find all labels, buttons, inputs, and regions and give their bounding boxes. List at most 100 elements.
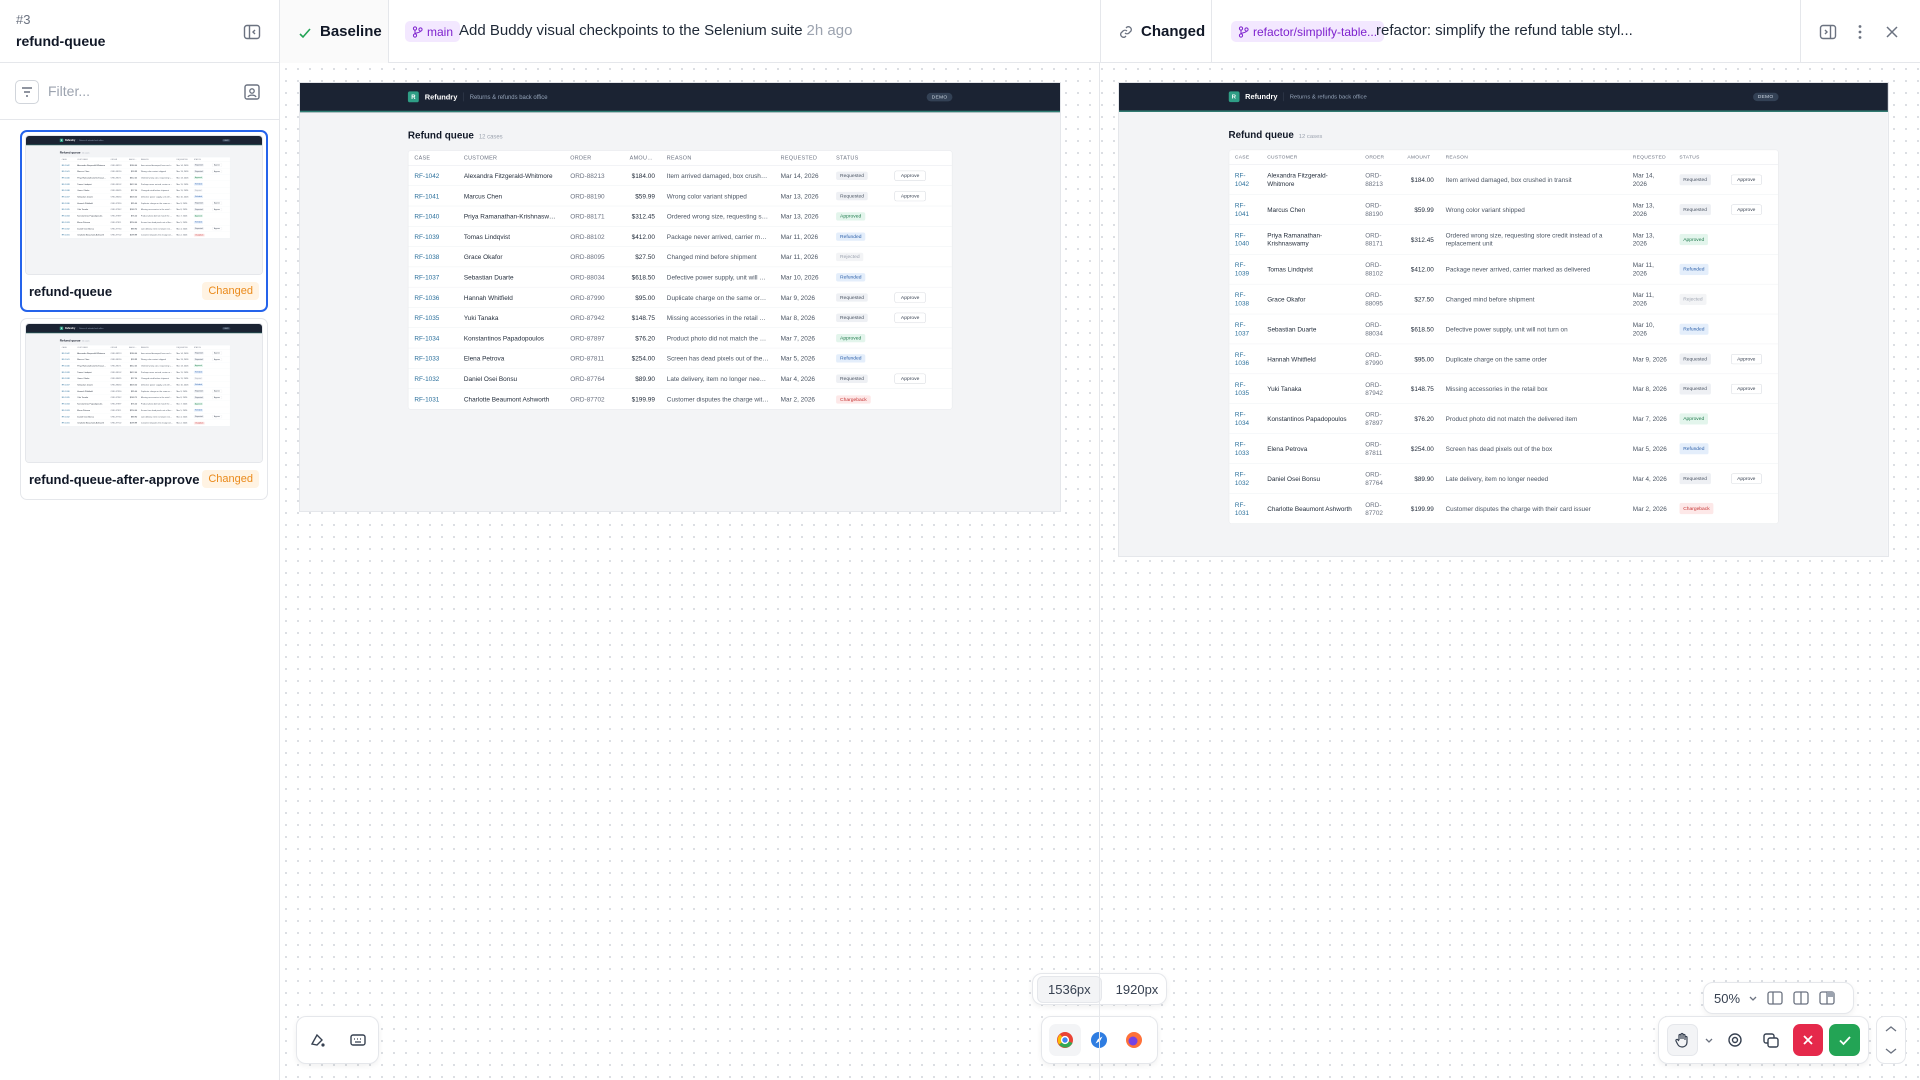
amount: $59.99: [1414, 205, 1434, 214]
status-cell: Approved: [192, 176, 210, 180]
reason: Product photo did not match the delivere…: [1445, 414, 1578, 423]
snapshot-card[interactable]: R Refundry Returns & refunds back office DE…: [20, 130, 268, 312]
table-row: RF-1035 Yuki Tanaka ORD-87942 $148.75 Missin…: [59, 206, 231, 213]
table-row: RF-1032 Daniel Osei Bonsu ORD-87764 $89.90 L…: [1229, 464, 1778, 494]
snapshot-card[interactable]: R Refundry Returns & refunds back office DE…: [20, 318, 268, 500]
customer: Daniel Osei Bonsu: [77, 227, 94, 230]
customer: Yuki Tanaka: [463, 313, 499, 322]
customer: Grace Okafor: [77, 189, 90, 192]
status-cell: Requested: [1673, 383, 1724, 395]
snapshot-thumbnail: R Refundry Returns & refunds back office DE…: [25, 323, 263, 463]
chrome[interactable]: [1049, 1024, 1082, 1056]
approve-button[interactable]: Approve: [894, 190, 926, 202]
collapse-sidebar[interactable]: [243, 23, 261, 41]
approve-button[interactable]: Approve: [212, 414, 222, 419]
demo-badge: DEMO: [222, 139, 231, 142]
column-header: AMOUNT: [129, 346, 138, 349]
approve-button[interactable]: Approve: [212, 163, 222, 167]
tool-menu[interactable]: [1704, 1035, 1714, 1045]
approve-button[interactable]: Approve: [894, 373, 926, 384]
page-heading: Refund queue 12 cases: [60, 339, 231, 343]
pan-tool[interactable]: [1667, 1024, 1698, 1056]
filter-options[interactable]: [243, 83, 261, 101]
status-badge: Requested: [193, 396, 204, 399]
customer: Hannah Whitfield: [77, 389, 93, 393]
table-row: RF-1038 Grace Okafor ORD-88095 $27.50 Change…: [59, 375, 231, 382]
status-badge: Requested: [836, 171, 868, 181]
case-count: 12 cases: [478, 132, 503, 140]
amount: $312.45: [129, 176, 138, 179]
customer: Charlotte Beaumont Ashworth: [463, 395, 550, 403]
viewport-option[interactable]: 1920px: [1115, 981, 1159, 997]
table-row: RF-1039 Tomas Lindqvist ORD-88102 $412.00 Pa…: [59, 181, 231, 188]
requested-date: Mar 2, 2026: [780, 395, 815, 403]
amount: $27.50: [1414, 295, 1434, 303]
approve-button[interactable]: Approve: [212, 351, 222, 355]
order-id: ORD-88171: [570, 212, 605, 220]
requested-date: Mar 10, 2026: [176, 383, 189, 386]
customer: Alexandra Fitzgerald-Whitmore: [1267, 171, 1328, 188]
approve-button[interactable]: Approve: [894, 312, 926, 323]
zoom-menu[interactable]: [1748, 993, 1758, 1003]
changed-tab[interactable]: Changed: [1100, 0, 1212, 63]
requested-date: Mar 4, 2026: [176, 227, 188, 230]
more-menu[interactable]: [1851, 23, 1869, 41]
view-split[interactable]: [1766, 989, 1784, 1007]
view-overlay[interactable]: [1818, 989, 1836, 1007]
app-snapshot: R Refundry Returns & refunds back office DE…: [26, 136, 262, 274]
order-id: ORD-88102: [110, 370, 122, 374]
status-cell: Requested: [192, 358, 210, 361]
view-side[interactable]: [1792, 989, 1810, 1007]
approve-button[interactable]: Approve: [1730, 174, 1762, 185]
status-cell: Requested: [192, 201, 210, 205]
firefox[interactable]: [1118, 1024, 1150, 1056]
reject-button[interactable]: [1792, 1024, 1824, 1056]
table-row: RF-1037 Sebastian Duarte ORD-88034 $618.50 D…: [59, 194, 231, 201]
approve-button[interactable]: Approve: [212, 226, 222, 231]
snapshot-nav[interactable]: [1876, 1016, 1906, 1064]
app-tagline: Returns & refunds back office: [79, 139, 104, 142]
keyboard-shortcuts[interactable]: [349, 1031, 367, 1049]
reason: Changed mind before shipment: [140, 189, 169, 192]
approve-button[interactable]: Approve: [1730, 204, 1762, 215]
approve-button[interactable]: Approve: [1730, 353, 1762, 365]
amount: $95.00: [635, 293, 655, 302]
diff-highlight[interactable]: [1719, 1024, 1750, 1056]
ignore-region-tool[interactable]: [308, 1031, 326, 1049]
zoom-level[interactable]: 50%: [1714, 990, 1741, 1006]
approve-button[interactable]: Approve: [212, 169, 222, 173]
status-cell: Requested: [830, 374, 888, 383]
approve-button[interactable]: Approve: [1730, 473, 1762, 484]
approve-button[interactable]: Approve: [212, 357, 222, 361]
requested-date: Mar 11, 2026: [176, 377, 189, 380]
table-row: RF-1036 Hannah Whitfield ORD-87990 $95.00 Du…: [408, 287, 952, 308]
approve-button[interactable]: Approve: [894, 292, 926, 303]
case-id: RF-1042: [61, 163, 70, 167]
amount: $148.75: [631, 313, 655, 322]
approve-button[interactable]: Approve: [1730, 383, 1762, 394]
approve-button[interactable]: Approve: [212, 395, 222, 400]
viewport-option[interactable]: 1536px: [1037, 975, 1102, 1003]
requested-date: Mar 4, 2026: [780, 374, 815, 383]
table-row: RF-1040 Priya Ramanathan-Krishnaswamy ORD-…: [59, 363, 231, 369]
amount: $76.20: [130, 402, 138, 405]
filter-input[interactable]: Filter...: [48, 83, 91, 99]
order-id: ORD-88095: [570, 253, 605, 261]
baseline-tab[interactable]: Baseline: [280, 0, 389, 63]
approve-button[interactable]: Approve: [212, 207, 222, 212]
amount: $618.50: [129, 195, 138, 198]
requested-date: Mar 13, 2026: [176, 364, 189, 367]
filter-icon[interactable]: [15, 80, 39, 104]
table-row: RF-1031 Charlotte Beaumont Ashworth ORD-87…: [408, 389, 952, 409]
customer: Daniel Osei Bonsu: [1267, 474, 1320, 483]
toggle-panel[interactable]: [1819, 23, 1837, 41]
approve-button[interactable]: Approve: [212, 201, 222, 205]
approve-button[interactable]: [1829, 1024, 1861, 1056]
separator: [1800, 0, 1801, 63]
case-id: RF-1032: [61, 227, 70, 230]
approve-button[interactable]: Approve: [212, 389, 222, 393]
app-nav: R Refundry Returns & refunds back office DE…: [26, 324, 262, 334]
close[interactable]: [1883, 23, 1901, 41]
approve-button[interactable]: Approve: [894, 170, 926, 181]
compare-layers[interactable]: [1756, 1024, 1787, 1056]
